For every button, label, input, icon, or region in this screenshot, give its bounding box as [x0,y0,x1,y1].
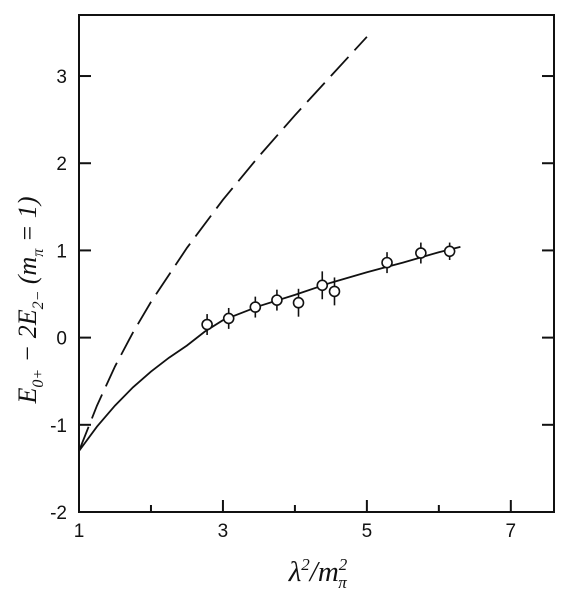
x-tick-label: 1 [74,521,85,542]
y-axis-title: E0+ − 2E2− (mπ = 1) [13,196,47,404]
solid-fit-curve [78,246,461,452]
y-tick-label: 3 [56,67,67,88]
y-tick-label: -2 [50,503,67,524]
dashed-curve [78,36,368,452]
x-tick-label: 7 [506,521,517,542]
data-point [271,294,283,306]
data-point [292,296,305,309]
x-tick-label: 3 [218,521,229,542]
data-point [415,247,427,259]
data-point [443,245,456,258]
data-point [222,312,235,325]
x-tick-label: 5 [362,521,373,542]
data-point [249,301,262,313]
y-tick-label: 1 [56,241,67,262]
data-point [328,285,341,298]
x-axis-title: λ2/m2 π [288,555,348,592]
data-point [316,279,329,292]
data-point [201,318,213,331]
y-tick-label: 0 [56,329,67,350]
series-layer [78,36,461,452]
plot-frame [78,14,555,513]
y-tick-label: -1 [50,416,67,437]
axes-frame [78,14,555,513]
y-tick-label: 2 [56,154,67,175]
axis-ticks: 1 3 5 7 -2 -1 0 1 2 3 [50,67,554,542]
data-point [381,256,393,269]
